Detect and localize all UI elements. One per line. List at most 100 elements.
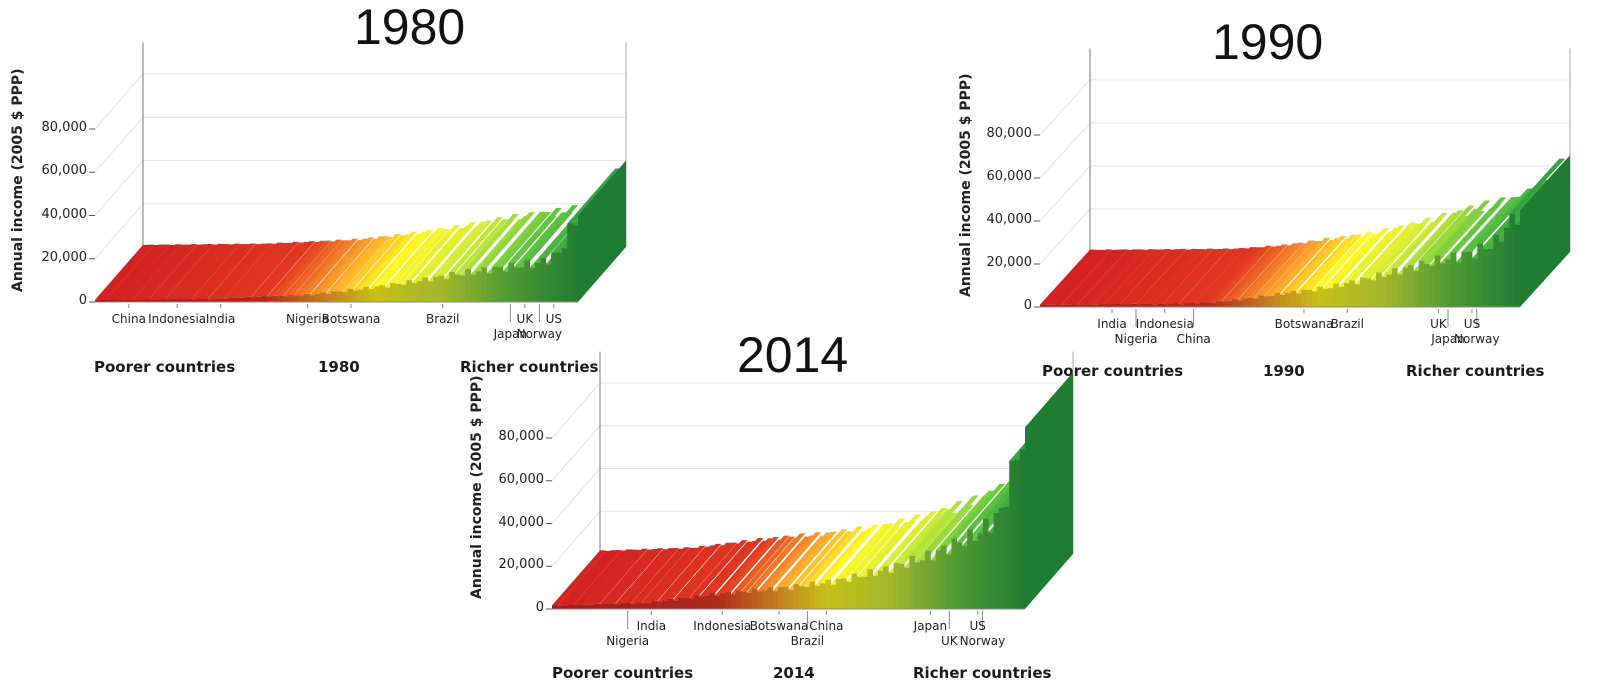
bar-top [1242, 243, 1299, 299]
bar [1461, 252, 1468, 307]
bar-top [127, 244, 181, 300]
bar-top [909, 500, 964, 556]
country-label: Nigeria [286, 312, 329, 326]
bar [856, 577, 863, 609]
bar [239, 297, 246, 302]
country-label: India [636, 619, 667, 633]
bar [1162, 304, 1169, 307]
bar [725, 591, 732, 609]
bar [545, 264, 552, 302]
bar [630, 603, 637, 609]
bar-top [261, 241, 316, 297]
bar [1009, 460, 1015, 609]
bar [909, 555, 916, 609]
bar-top [1120, 249, 1176, 305]
bar-top [218, 243, 273, 299]
bar-top [213, 243, 267, 299]
bar [304, 293, 311, 302]
bar [767, 587, 774, 609]
bar-top [449, 217, 503, 273]
plot-area [1034, 48, 1571, 327]
bar-top [1360, 222, 1416, 278]
bar-top [562, 550, 617, 606]
bar-top [573, 550, 627, 606]
y-tick-label: 60,000 [498, 471, 545, 487]
bar [946, 554, 952, 609]
country-label: Brazil [790, 634, 825, 648]
country-label: China [809, 619, 844, 633]
bar [688, 598, 695, 609]
bar [1077, 304, 1084, 307]
bar [1003, 506, 1010, 609]
bar [288, 294, 294, 302]
bar [492, 266, 498, 302]
bar [1360, 277, 1366, 307]
bar-top [363, 231, 418, 287]
bar [454, 274, 461, 302]
bar [1498, 241, 1505, 307]
bar-top [207, 244, 262, 300]
bar [481, 267, 488, 302]
gridline-side [94, 116, 144, 173]
bar-top [422, 222, 477, 278]
bar-top [132, 244, 187, 300]
bar [883, 566, 889, 609]
bar-top [678, 542, 732, 598]
bar [1386, 274, 1393, 307]
bar [202, 298, 209, 302]
bar [809, 581, 816, 609]
bar [465, 268, 472, 302]
gridline-side [94, 203, 144, 260]
bar [1125, 304, 1132, 307]
bar [320, 292, 327, 302]
bar-top [825, 524, 879, 580]
bar [1482, 249, 1489, 307]
bar [1216, 300, 1222, 307]
bar-top [379, 230, 434, 286]
bar-top [1162, 249, 1219, 305]
bar-top [1178, 249, 1235, 305]
bar [1269, 296, 1276, 307]
bar-top [524, 205, 579, 261]
bar [411, 282, 418, 302]
bar-top [100, 244, 155, 300]
bar-top [406, 225, 461, 281]
bar [830, 584, 837, 609]
bar-top [1258, 240, 1315, 296]
bar [1413, 270, 1420, 307]
bar [1200, 302, 1206, 307]
bar-top [609, 548, 664, 604]
bar-side [1025, 372, 1073, 609]
bar-top [1333, 228, 1390, 284]
income-chart-1990: Annual income (2005 $ PPP) Poorer countr… [950, 0, 1600, 385]
bar [422, 277, 429, 302]
bar [583, 604, 590, 609]
bar [851, 573, 858, 609]
y-tick-label: 40,000 [986, 212, 1033, 227]
bar [1237, 300, 1244, 307]
bar [556, 252, 563, 302]
bar-top [175, 244, 230, 300]
bar [1184, 303, 1190, 307]
country-label: US [545, 312, 563, 326]
bar-top [893, 508, 948, 564]
bar [567, 223, 574, 302]
bar [898, 563, 905, 609]
gridline-side [1039, 165, 1091, 222]
country-label: Brazil [1330, 317, 1364, 331]
bar-top [636, 547, 690, 603]
bar [347, 288, 353, 302]
country-label: UK [516, 312, 534, 326]
bar-top [95, 244, 149, 300]
bar [951, 538, 958, 609]
bar [1194, 303, 1201, 307]
bar [872, 575, 879, 609]
bar-top [1093, 249, 1150, 305]
bar [459, 275, 466, 302]
gridline-side [94, 73, 144, 130]
bar [1370, 280, 1377, 307]
bar-top [1184, 248, 1240, 304]
bar [207, 299, 214, 302]
bar [266, 297, 273, 302]
bar [1376, 272, 1382, 307]
